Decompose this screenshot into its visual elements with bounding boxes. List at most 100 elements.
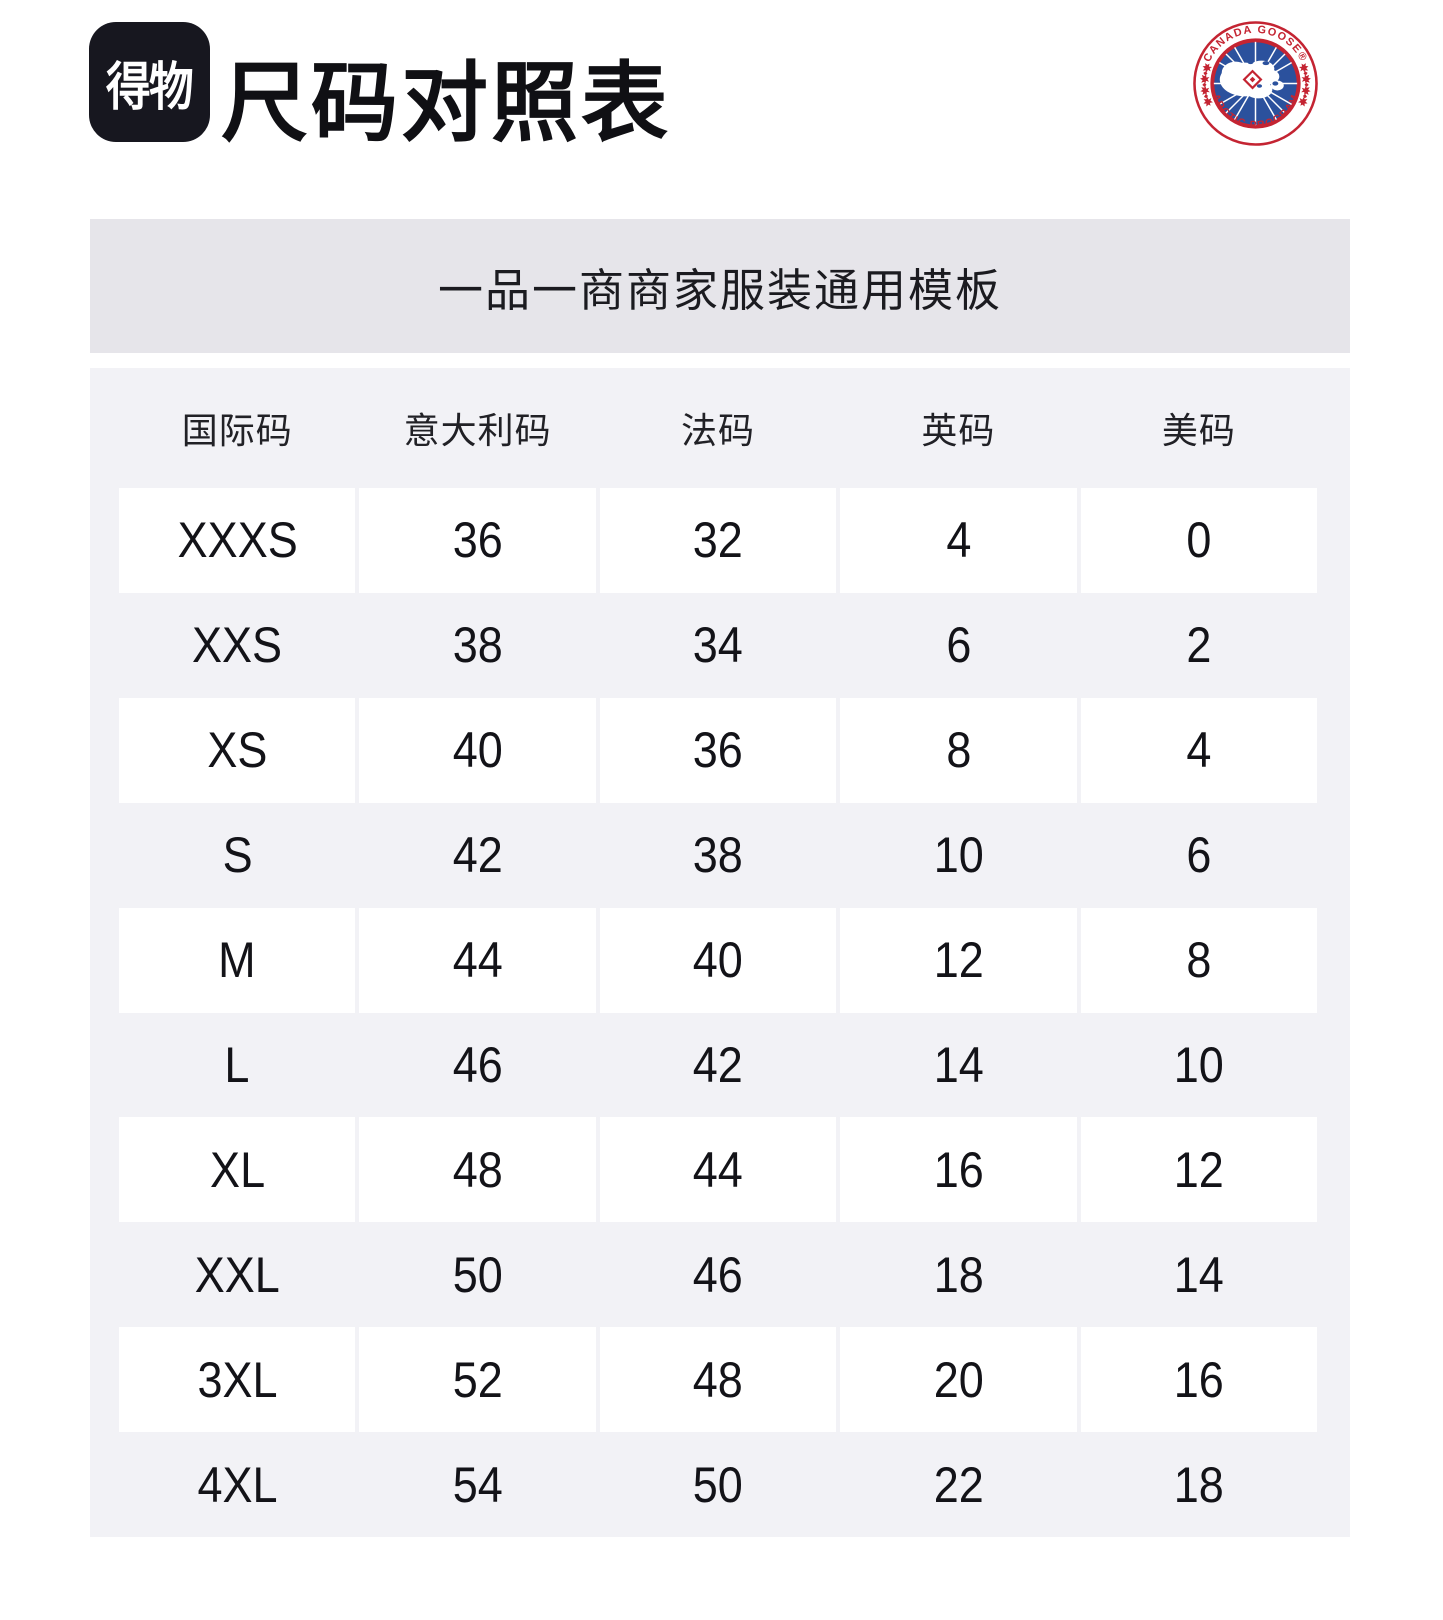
size-value: 50 [692, 1456, 744, 1513]
column-header: 英码 [921, 410, 996, 451]
size-value: 2 [1186, 617, 1212, 674]
table-row: M 44 40 12 8 [119, 907, 1318, 1013]
size-value-cell: 48 [599, 1327, 837, 1433]
size-value: 40 [692, 932, 744, 989]
dewu-logo-text: 得物 [106, 58, 194, 117]
size-value-cell: 48 [359, 1117, 596, 1223]
size-value-cell: 4 [1080, 697, 1318, 803]
size-value-cell: 4 [840, 488, 1077, 593]
size-label: S [222, 827, 253, 884]
size-label-cell: M [119, 907, 356, 1013]
size-value: 20 [933, 1351, 984, 1408]
size-label: XXS [192, 617, 283, 674]
size-value-cell: 36 [599, 697, 837, 803]
size-value-cell: 10 [1081, 1013, 1317, 1118]
size-value-cell: 40 [599, 907, 837, 1013]
size-value-cell: 10 [840, 803, 1076, 908]
size-table: 国际码 意大利码 法码 英码 美码 XXXS 36 32 4 0 XXS 38 34 6 2 XS 40 36 8… [90, 368, 1350, 1537]
template-banner: 一品一商商家服装通用模板 [90, 219, 1350, 353]
size-value: 4 [945, 512, 971, 569]
size-value: 22 [933, 1456, 984, 1513]
size-label: M [218, 932, 256, 989]
template-banner-title: 一品一商商家服装通用模板 [437, 264, 1002, 316]
size-label: XS [207, 722, 268, 779]
size-label-cell: S [119, 803, 355, 908]
table-row: XXL 50 46 18 14 [119, 1222, 1317, 1327]
column-header: 法码 [681, 410, 756, 451]
size-value: 46 [452, 1036, 503, 1093]
size-value-cell: 18 [840, 1222, 1076, 1327]
size-value: 18 [1173, 1456, 1224, 1513]
size-value-cell: 32 [599, 488, 837, 593]
size-value-cell: 8 [840, 697, 1077, 803]
size-value-cell: 16 [1080, 1327, 1318, 1433]
size-value: 12 [1173, 1141, 1224, 1198]
column-header: 意大利码 [403, 410, 552, 451]
size-value-cell: 38 [600, 803, 836, 908]
size-value: 14 [1173, 1246, 1224, 1303]
size-label: XXL [194, 1246, 280, 1303]
size-value: 12 [933, 932, 984, 989]
size-value-cell: 42 [600, 1013, 836, 1118]
size-value: 36 [452, 512, 503, 569]
size-value-cell: 12 [840, 907, 1077, 1013]
size-value: 38 [452, 617, 503, 674]
size-value-cell: 36 [359, 488, 596, 593]
size-value: 10 [933, 827, 984, 884]
size-value: 34 [692, 617, 744, 674]
size-value-cell: 6 [840, 593, 1076, 698]
size-label-cell: 4XL [119, 1432, 355, 1537]
size-value: 36 [692, 722, 744, 779]
size-value: 42 [692, 1036, 744, 1093]
size-value-cell: 14 [840, 1013, 1076, 1118]
size-value-cell: 22 [840, 1432, 1076, 1537]
page-title: 尺码对照表 [221, 55, 671, 152]
size-value-cell: 0 [1080, 488, 1318, 593]
size-label-cell: XXS [119, 593, 355, 698]
size-value: 6 [945, 617, 971, 674]
size-label-cell: XXL [119, 1222, 355, 1327]
size-value: 54 [452, 1456, 503, 1513]
size-value-cell: 38 [359, 593, 595, 698]
size-label-cell: XL [119, 1117, 356, 1223]
size-label-cell: XXXS [119, 488, 356, 593]
size-value: 8 [945, 722, 971, 779]
size-value-cell: 54 [359, 1432, 595, 1537]
size-label-cell: 3XL [119, 1327, 356, 1433]
table-header-row: 国际码 意大利码 法码 英码 美码 [90, 368, 1350, 488]
size-value: 10 [1173, 1036, 1224, 1093]
column-header: 美码 [1161, 410, 1236, 451]
size-value: 16 [1173, 1351, 1224, 1408]
size-label: L [224, 1036, 250, 1093]
size-label: XL [209, 1141, 265, 1198]
canada-goose-badge-icon: CANADA GOOSE® ARCTIC PROGRAM [1193, 21, 1318, 146]
size-value-cell: 2 [1081, 593, 1317, 698]
badge-center-target [1242, 69, 1263, 90]
size-value: 4 [1186, 722, 1212, 779]
size-value-cell: 52 [359, 1327, 596, 1433]
table-row: S 42 38 10 6 [119, 803, 1317, 908]
table-body: XXXS 36 32 4 0 XXS 38 34 6 2 XS 40 36 8 4 S 42 38 10 6 M 44 40… [90, 488, 1350, 1537]
table-row: XL 48 44 16 12 [119, 1117, 1318, 1223]
size-value: 8 [1186, 932, 1212, 989]
size-value: 32 [692, 512, 744, 569]
table-row: XXS 38 34 6 2 [119, 593, 1317, 698]
size-label: 3XL [197, 1351, 278, 1408]
size-value: 16 [933, 1141, 984, 1198]
table-row: L 46 42 14 10 [119, 1013, 1317, 1118]
size-value-cell: 16 [840, 1117, 1077, 1223]
size-value-cell: 44 [599, 1117, 837, 1223]
size-label-cell: L [119, 1013, 355, 1118]
size-value: 0 [1186, 512, 1212, 569]
size-value: 14 [933, 1036, 984, 1093]
size-value: 52 [452, 1351, 503, 1408]
size-value-cell: 20 [840, 1327, 1077, 1433]
size-value-cell: 40 [359, 697, 596, 803]
size-value-cell: 34 [600, 593, 836, 698]
size-label-cell: XS [119, 697, 356, 803]
size-value-cell: 50 [359, 1222, 595, 1327]
size-value-cell: 50 [600, 1432, 836, 1537]
size-value: 42 [452, 827, 503, 884]
size-value: 44 [452, 932, 503, 989]
table-row: 3XL 52 48 20 16 [119, 1327, 1318, 1433]
